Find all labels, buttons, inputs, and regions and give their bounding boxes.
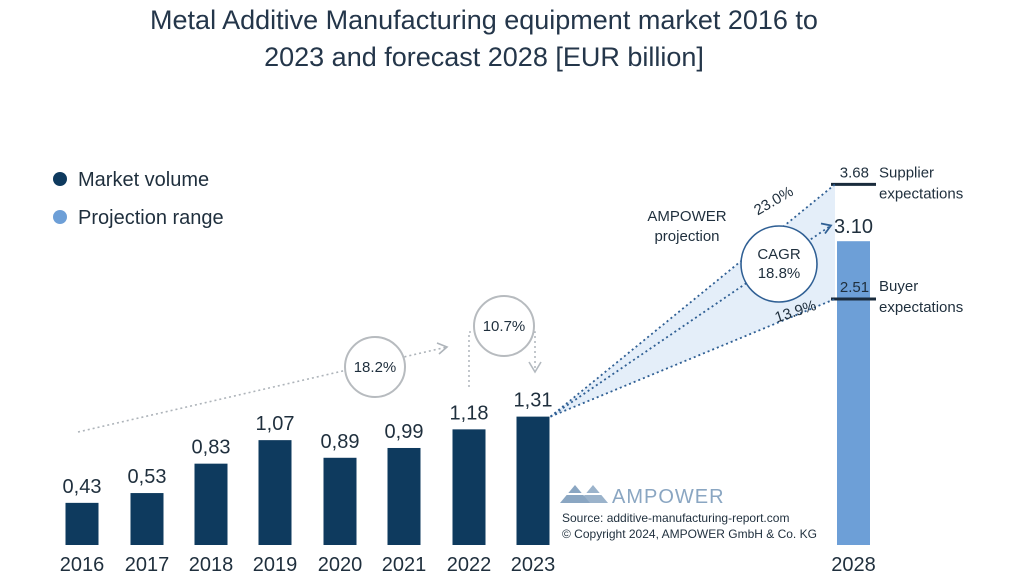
year-label-2018: 2018 (189, 554, 234, 576)
value-label-2020: 0,89 (321, 431, 360, 453)
year-label-2020: 2020 (318, 554, 363, 576)
year-label-2019: 2019 (253, 554, 298, 576)
year-label-2016: 2016 (60, 554, 105, 576)
growth-trend-arrowhead (436, 342, 449, 355)
projection-cagr-line (549, 224, 832, 418)
growth-trend-arrowhead-2023 (528, 361, 542, 374)
cagr-label: CAGR (757, 246, 801, 263)
value-label-2021: 0,99 (385, 421, 424, 443)
brand-name: AMPOWER (612, 486, 725, 508)
projection-label-line-2: projection (654, 228, 719, 245)
bar-2020 (323, 457, 357, 545)
chart-title-line-2: 2023 and forecast 2028 [EUR billion] (264, 42, 704, 72)
legend-marker-projection-range (53, 210, 67, 224)
projection-cagr-arrowhead (820, 222, 833, 235)
projection-lower-line (550, 298, 836, 418)
bar-2019 (258, 440, 292, 545)
legend-label-market-volume: Market volume (78, 169, 209, 191)
chart-title-line-1: Metal Additive Manufacturing equipment m… (150, 5, 818, 35)
cagr-circle (740, 225, 818, 303)
bar-2016 (65, 502, 99, 545)
supplier-expectation-label-line-2: expectations (879, 185, 963, 202)
value-label-2019: 1,07 (256, 413, 295, 435)
year-label-2028: 2028 (831, 554, 876, 576)
growth-rate-circle-2022-2023 (473, 295, 535, 357)
bar-2017 (130, 493, 164, 545)
value-label-2017: 0,53 (128, 466, 167, 488)
copyright-text: © Copyright 2024, AMPOWER GmbH & Co. KG (562, 527, 817, 541)
buyer-expectation-label-line-1: Buyer (879, 278, 918, 295)
value-label-2018: 0,83 (192, 437, 231, 459)
bar-2018 (194, 463, 228, 545)
year-label-2017: 2017 (125, 554, 170, 576)
legend-marker-market-volume (53, 172, 67, 186)
upper-rate-label: 23.0% (751, 183, 796, 219)
bar-2022 (452, 429, 486, 545)
growth-rate-label-2016-2022: 18.2% (354, 359, 397, 376)
value-label-2023: 1,31 (514, 390, 553, 412)
bar-2028-projection (837, 241, 870, 545)
cagr-value: 18.8% (758, 265, 801, 282)
projection-upper-line (549, 183, 836, 418)
ampower-logo (560, 485, 608, 503)
value-label-2016: 0,43 (63, 476, 102, 498)
value-label-2028: 3.10 (834, 216, 873, 238)
supplier-expectation-value: 3.68 (840, 164, 869, 181)
legend-label-projection-range: Projection range (78, 207, 224, 229)
buyer-expectation-value: 2.51 (840, 279, 869, 296)
supplier-expectation-label-line-1: Supplier (879, 164, 934, 181)
source-text: Source: additive-manufacturing-report.co… (562, 511, 789, 525)
bars: 0,43 2016 0,53 2017 0,83 2018 1,07 2019 0,89 2020… (60, 216, 876, 576)
year-label-2021: 2021 (382, 554, 427, 576)
year-label-2023: 2023 (511, 554, 556, 576)
legend: Market volume Projection range (53, 169, 224, 229)
growth-rate-circle-2016-2022 (344, 336, 406, 398)
growth-rate-label-2022-2023: 10.7% (483, 318, 526, 335)
bar-2023 (516, 416, 550, 545)
year-label-2022: 2022 (447, 554, 492, 576)
buyer-expectation-label-line-2: expectations (879, 299, 963, 316)
projection-label-line-1: AMPOWER (647, 208, 726, 225)
value-label-2022: 1,18 (450, 402, 489, 424)
bar-2021 (387, 447, 421, 545)
